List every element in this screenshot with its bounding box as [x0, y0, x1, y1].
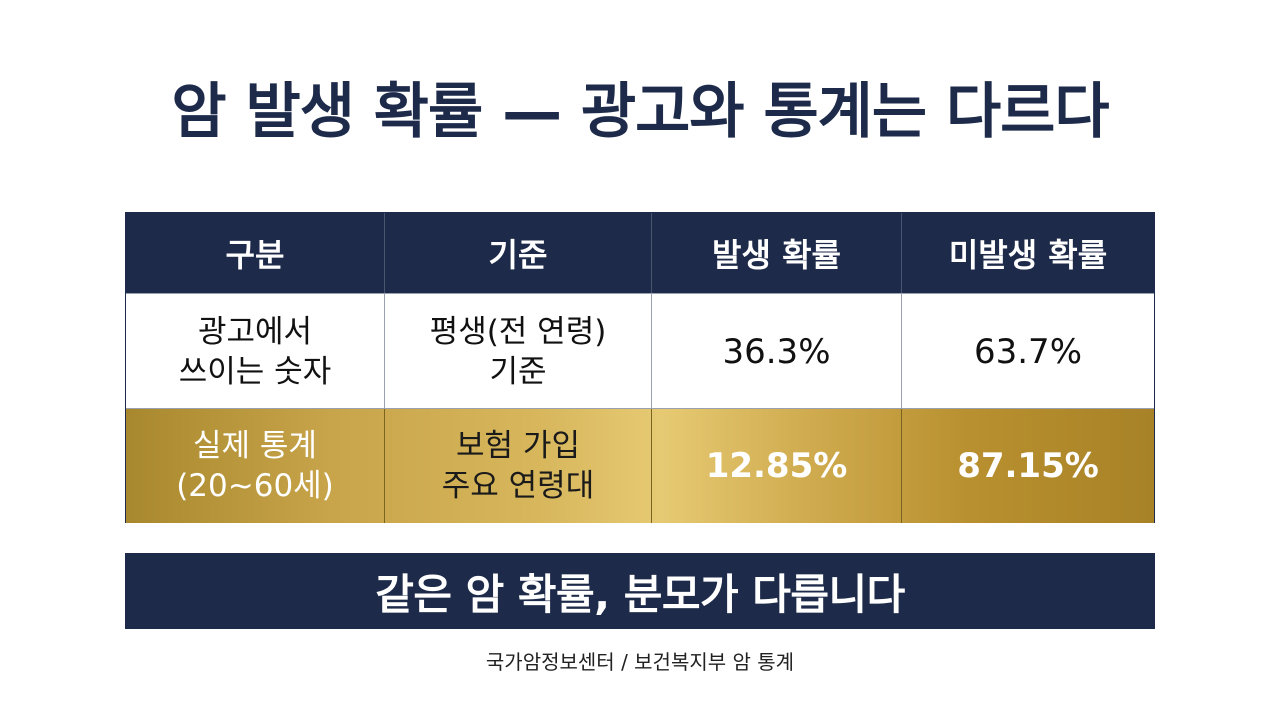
cell-category-line-1: 실제 통계 — [193, 428, 317, 464]
header-basis: 기준 — [385, 213, 652, 293]
cell-category-line-2: (20~60세) — [176, 468, 334, 504]
summary-banner: 같은 암 확률, 분모가 다릅니다 — [125, 553, 1155, 629]
table-row-actual-statistics: 실제 통계 (20~60세) 보험 가입 주요 연령대 12.85% 87.15… — [126, 408, 1154, 523]
cell-non-occurrence: 87.15% — [957, 446, 1099, 486]
cell-basis: 평생(전 연령) 기준 — [385, 294, 652, 409]
cell-basis-line-1: 평생(전 연령) — [429, 313, 607, 350]
cell-basis: 보험 가입 주요 연령대 — [385, 409, 652, 523]
cell-category-line-2: 쓰이는 숫자 — [178, 353, 332, 390]
page-title: 암 발생 확률 — 광고와 통계는 다르다 — [171, 77, 1109, 147]
cell-occurrence: 36.3% — [652, 294, 902, 409]
cell-basis-line-1: 보험 가입 — [456, 428, 580, 464]
cell-category: 광고에서 쓰이는 숫자 — [126, 294, 385, 409]
header-non-occurrence: 미발생 확률 — [948, 236, 1108, 274]
cell-basis-line-2: 주요 연령대 — [441, 468, 595, 504]
source-caption: 국가암정보센터 / 보건복지부 암 통계 — [485, 650, 795, 674]
cell-non-occurrence: 63.7% — [973, 331, 1082, 372]
cell-category: 실제 통계 (20~60세) — [126, 409, 385, 523]
table-row-advertising: 광고에서 쓰이는 숫자 평생(전 연령) 기준 36.3% 63.7% — [126, 293, 1154, 409]
probability-table: 구분 기준 발생 확률 미발생 확률 광고에서 쓰이는 숫자 평생(전 연령) … — [125, 212, 1155, 523]
table-header-row: 구분 기준 발생 확률 미발생 확률 — [126, 213, 1154, 293]
header-occurrence: 발생 확률 — [652, 213, 902, 293]
cell-basis-line-2: 기준 — [489, 353, 547, 390]
cell-category-line-1: 광고에서 — [197, 313, 313, 350]
cell-occurrence: 12.85% — [652, 409, 902, 523]
header-category: 구분 — [126, 213, 385, 293]
